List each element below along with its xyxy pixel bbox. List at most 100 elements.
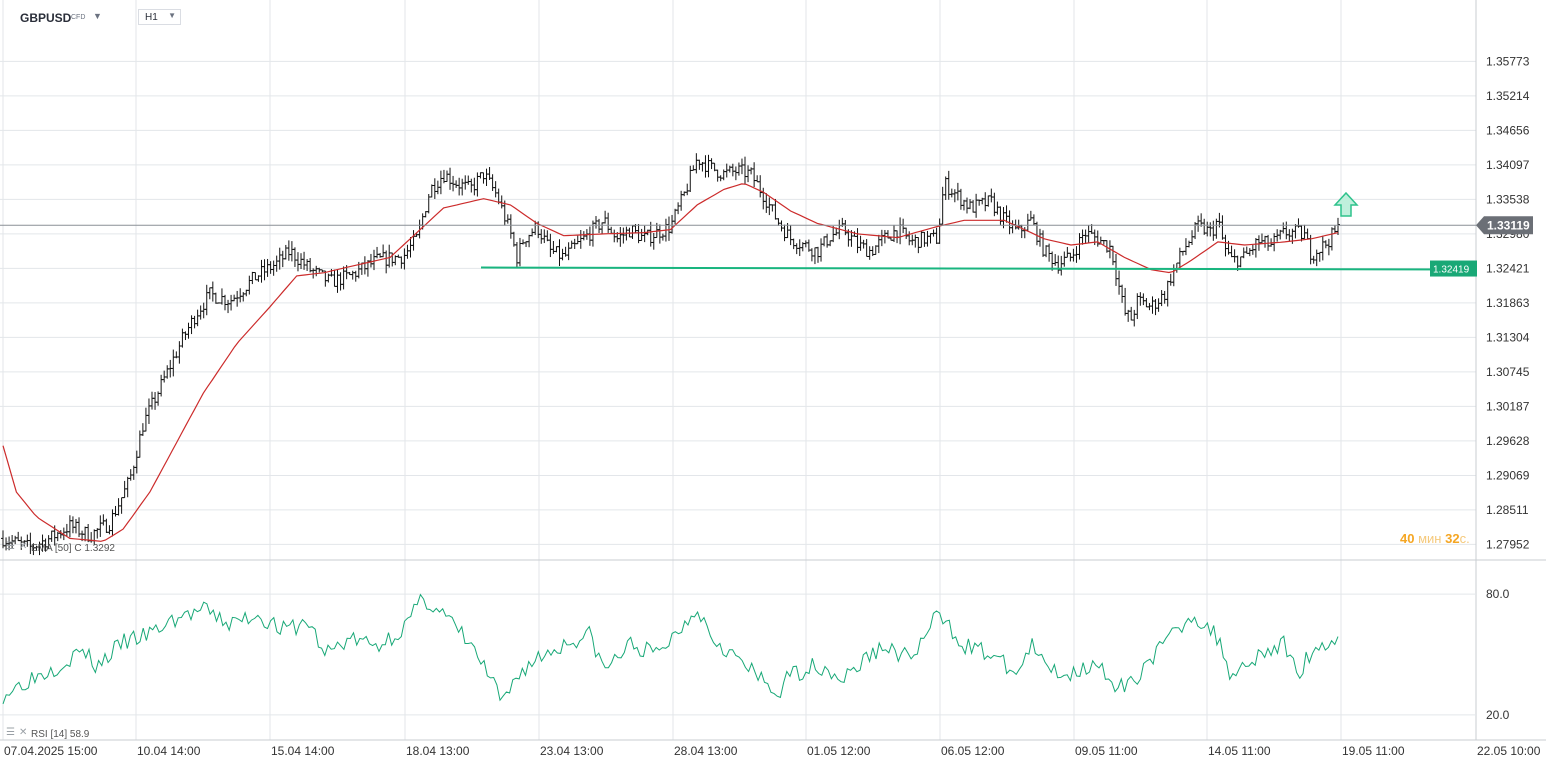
ohlc-bar (1147, 303, 1152, 311)
rsi-settings-icon[interactable]: ☰ (6, 727, 15, 738)
ohlc-bar (375, 246, 380, 259)
ohlc-bar (706, 154, 711, 178)
ohlc-bar (639, 228, 644, 242)
ohlc-bar (730, 163, 735, 177)
ohlc-bar (517, 237, 522, 267)
y-axis-tick-label: 1.33538 (1486, 192, 1530, 206)
ohlc-bar (919, 230, 924, 248)
ohlc-bar (299, 253, 304, 270)
ohlc-bar (268, 261, 273, 274)
ohlc-bar (1284, 221, 1289, 240)
symbol-name[interactable]: GBPUSD (20, 11, 72, 25)
x-axis-tick-label: 09.05 11:00 (1075, 744, 1138, 758)
ohlc-bar (946, 170, 951, 200)
ohlc-bar (204, 284, 209, 316)
ohlc-bar (779, 220, 784, 232)
ohlc-bar (986, 195, 991, 207)
ohlc-bar (64, 523, 69, 537)
ohlc-bar (1263, 235, 1268, 248)
ohlc-bar (1317, 251, 1322, 262)
ohlc-bar (67, 515, 72, 538)
ohlc-bar (685, 183, 690, 196)
ohlc-bar (803, 240, 808, 248)
ohlc-bar (201, 302, 206, 319)
ohlc-bar (937, 218, 942, 244)
ohlc-bar (314, 265, 319, 277)
ohlc-bar (776, 218, 781, 226)
y-axis-tick-label: 1.29069 (1486, 468, 1530, 482)
ohlc-bar (177, 341, 182, 364)
ohlc-bar (651, 232, 656, 250)
ohlc-bar (721, 169, 726, 181)
ohlc-bar (362, 256, 367, 275)
ohlc-bar (746, 165, 751, 183)
ohlc-bar (1153, 299, 1158, 316)
ohlc-bar (904, 227, 909, 239)
ohlc-bar (825, 233, 830, 248)
rsi-line (2, 593, 1339, 705)
x-axis-tick-label: 19.05 11:00 (1342, 744, 1405, 758)
ohlc-bar (1241, 247, 1246, 259)
ema-remove-icon[interactable]: ✕ (19, 541, 28, 552)
ohlc-bar (971, 200, 976, 213)
ohlc-bar (545, 230, 550, 242)
countdown-minutes-unit: мин (1418, 531, 1442, 546)
ohlc-bar (828, 240, 833, 247)
ohlc-bar (566, 242, 571, 261)
ohlc-bar (1287, 229, 1292, 242)
ohlc-bar (493, 181, 498, 198)
ohlc-bar (1247, 248, 1252, 257)
ohlc-bar (752, 162, 757, 188)
ohlc-bar (368, 253, 373, 268)
ohlc-bar (1150, 296, 1155, 314)
ohlc-bar (1110, 245, 1115, 266)
y-axis-tick-label: 1.29628 (1486, 434, 1530, 448)
ohlc-bar (864, 239, 869, 257)
ohlc-bar (235, 290, 240, 307)
ohlc-bar (1168, 273, 1173, 286)
ohlc-bar (226, 299, 231, 314)
symbol-dropdown-icon[interactable]: ▼ (93, 11, 102, 21)
ohlc-bar (183, 331, 188, 341)
ohlc-bar (210, 281, 215, 302)
ohlc-bar (277, 247, 282, 270)
ohlc-bar (274, 255, 279, 272)
ohlc-bar (673, 208, 678, 225)
ohlc-bar (666, 216, 671, 241)
x-axis-tick-label: 01.05 12:00 (807, 744, 871, 758)
ohlc-bar (1190, 230, 1195, 245)
ohlc-bar (578, 229, 583, 249)
ohlc-bar (159, 374, 164, 397)
ohlc-bar (1238, 256, 1243, 268)
ohlc-bar (207, 287, 212, 300)
support-price-label: 1.32419 (1433, 265, 1470, 276)
ohlc-bar (1320, 235, 1325, 261)
ohlc-bar (405, 244, 410, 259)
ohlc-bar (676, 202, 681, 215)
ohlc-bar (1062, 251, 1067, 267)
x-axis-tick-label: 15.04 14:00 (271, 744, 335, 758)
rsi-remove-icon[interactable]: ✕ (19, 727, 28, 738)
ohlc-bar (660, 233, 665, 241)
ohlc-bar (286, 240, 291, 261)
ohlc-bar (1114, 253, 1119, 286)
ohlc-bar (606, 212, 611, 233)
ohlc-bar (1019, 224, 1024, 239)
rsi-axis-tick-label: 20.0 (1486, 708, 1510, 722)
ohlc-bar (928, 233, 933, 244)
ohlc-bar (727, 165, 732, 173)
ohlc-bar (101, 514, 106, 526)
ohlc-bar (916, 237, 921, 254)
ohlc-bar (350, 270, 355, 280)
ohlc-bar (381, 244, 386, 258)
ohlc-bar (758, 175, 763, 198)
ema-settings-icon[interactable]: ☰ (6, 541, 15, 552)
timeframe-select[interactable]: H1 ▼ (138, 9, 181, 25)
y-axis-tick-label: 1.34656 (1486, 123, 1530, 137)
ohlc-bar (399, 256, 404, 269)
ohlc-bar (429, 184, 434, 198)
ohlc-bar (438, 170, 443, 195)
ohlc-bar (1010, 220, 1015, 234)
up-arrow-icon (1333, 191, 1359, 217)
